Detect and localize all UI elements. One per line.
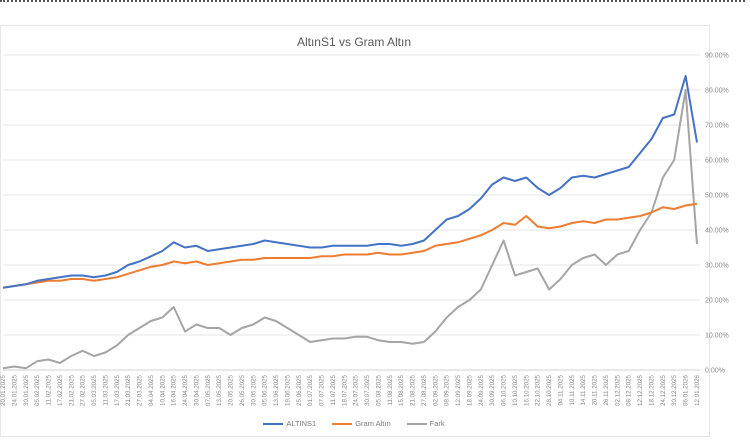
x-tick-label: 02.09.2025 (432, 374, 439, 406)
x-tick-label: 24.09.2025 (478, 374, 485, 406)
x-tick-label: 18.12.2025 (648, 374, 655, 406)
x-tick-label: 07.07.2025 (319, 374, 326, 406)
x-tick-label: 21.03.2025 (125, 374, 132, 406)
y-tick-label: 70.00% (705, 123, 729, 130)
x-tick-label: 20.05.2025 (228, 374, 235, 406)
x-tick-label: 08.12.2025 (626, 374, 633, 406)
x-tick-label: 10.11.2025 (569, 374, 576, 405)
x-tick-label: 05.03.2025 (91, 374, 98, 406)
y-tick-label: 0.00% (705, 368, 725, 375)
x-tick-label: 30.07.2025 (364, 374, 371, 406)
x-tick-label: 18.07.2025 (341, 374, 348, 406)
y-tick-label: 20.00% (705, 298, 729, 305)
x-tick-label: 25.06.2025 (296, 374, 303, 406)
x-tick-label: 10.10.2025 (512, 374, 519, 406)
x-tick-label: 24.12.2025 (660, 374, 667, 406)
legend-label: Gram Altın (355, 419, 391, 428)
chart-frame (0, 25, 710, 437)
x-tick-label: 27.08.2025 (421, 374, 428, 406)
x-tick-label: 24.01.2025 (11, 374, 18, 406)
x-tick-label: 28.10.2025 (546, 374, 553, 406)
x-tick-label: 30.01.2025 (23, 374, 30, 406)
x-tick-label: 04.04.2025 (148, 374, 155, 406)
legend-item-gram-altin: Gram Altın (332, 419, 391, 428)
legend-label: ALTINS1 (286, 419, 317, 428)
x-tick-label: 20.11.2025 (592, 374, 599, 405)
x-tick-label: 05.08.2025 (375, 374, 382, 406)
x-tick-label: 07.05.2025 (205, 374, 212, 406)
y-tick-label: 60.00% (705, 158, 729, 165)
top-dotted-separator (0, 0, 745, 2)
x-tick-label: 17.03.2025 (114, 374, 121, 406)
x-tick-label: 30.09.2025 (489, 374, 496, 406)
x-tick-label: 05.02.2025 (34, 374, 41, 406)
x-tick-label: 12.12.2025 (637, 374, 644, 406)
x-tick-label: 27.03.2025 (137, 374, 144, 406)
x-tick-label: 20.01.2025 (0, 374, 7, 406)
x-tick-label: 27.02.2025 (80, 374, 87, 406)
x-tick-label: 06.01.2026 (683, 374, 690, 406)
x-tick-label: 16.04.2025 (171, 374, 178, 406)
x-tick-label: 30.12.2025 (671, 374, 678, 406)
x-tick-label: 21.02.2025 (68, 374, 75, 406)
x-tick-label: 11.07.2025 (330, 374, 337, 405)
legend-item-altins1: ALTINS1 (263, 419, 316, 428)
y-tick-label: 10.00% (705, 333, 729, 340)
x-tick-label: 11.03.2025 (102, 374, 109, 405)
x-tick-label: 22.10.2025 (535, 374, 542, 406)
x-tick-label: 06.10.2025 (501, 374, 508, 406)
y-tick-label: 90.00% (705, 53, 729, 60)
x-tick-label: 11.08.2025 (387, 374, 394, 405)
x-tick-label: 26.11.2025 (603, 374, 610, 405)
x-tick-label: 19.06.2025 (284, 374, 291, 406)
y-tick-label: 30.00% (705, 263, 729, 270)
x-tick-label: 15.08.2025 (398, 374, 405, 406)
legend-swatch-gram-altin (332, 422, 353, 425)
x-tick-label: 30.04.2025 (193, 374, 200, 406)
x-tick-label: 10.04.2025 (159, 374, 166, 406)
series-line-altins1 (2, 75, 698, 289)
x-tick-label: 01.07.2025 (307, 374, 314, 406)
x-tick-label: 11.02.2025 (46, 374, 53, 405)
y-tick-label: 40.00% (705, 228, 729, 235)
x-tick-label: 16.10.2025 (523, 374, 530, 406)
y-tick-label: 50.00% (705, 193, 729, 200)
x-tick-label: 13.05.2025 (216, 374, 223, 406)
x-tick-label: 24.04.2025 (182, 374, 189, 406)
x-tick-label: 24.07.2025 (353, 374, 360, 406)
x-tick-label: 12.01.2026 (694, 374, 701, 406)
series-line-fark (2, 89, 698, 370)
x-tick-label: 17.02.2025 (57, 374, 64, 406)
x-tick-label: 26.05.2025 (239, 374, 246, 406)
legend-item-fark: Fark (406, 419, 445, 428)
x-tick-label: 05.06.2025 (262, 374, 269, 406)
x-tick-label: 30.05.2025 (250, 374, 257, 406)
chart-legend: ALTINS1 Gram Altın Fark (0, 419, 708, 428)
series-line-gram-alt-n (2, 202, 698, 289)
legend-swatch-fark (406, 422, 427, 425)
chart-title: AltınS1 vs Gram Altın (296, 35, 412, 49)
legend-label: Fark (429, 419, 445, 428)
x-tick-label: 02.12.2025 (614, 374, 621, 406)
x-tick-label: 04.11.2025 (557, 374, 564, 405)
x-tick-label: 18.09.2025 (466, 374, 473, 406)
x-tick-label: 14.11.2025 (580, 374, 587, 405)
x-tick-label: 21.08.2025 (410, 374, 417, 406)
x-tick-label: 12.09.2025 (455, 374, 462, 406)
y-tick-label: 80.00% (705, 88, 729, 95)
x-tick-label: 13.06.2025 (273, 374, 280, 406)
legend-swatch-altins1 (263, 422, 284, 425)
x-tick-label: 08.09.2025 (444, 374, 451, 406)
